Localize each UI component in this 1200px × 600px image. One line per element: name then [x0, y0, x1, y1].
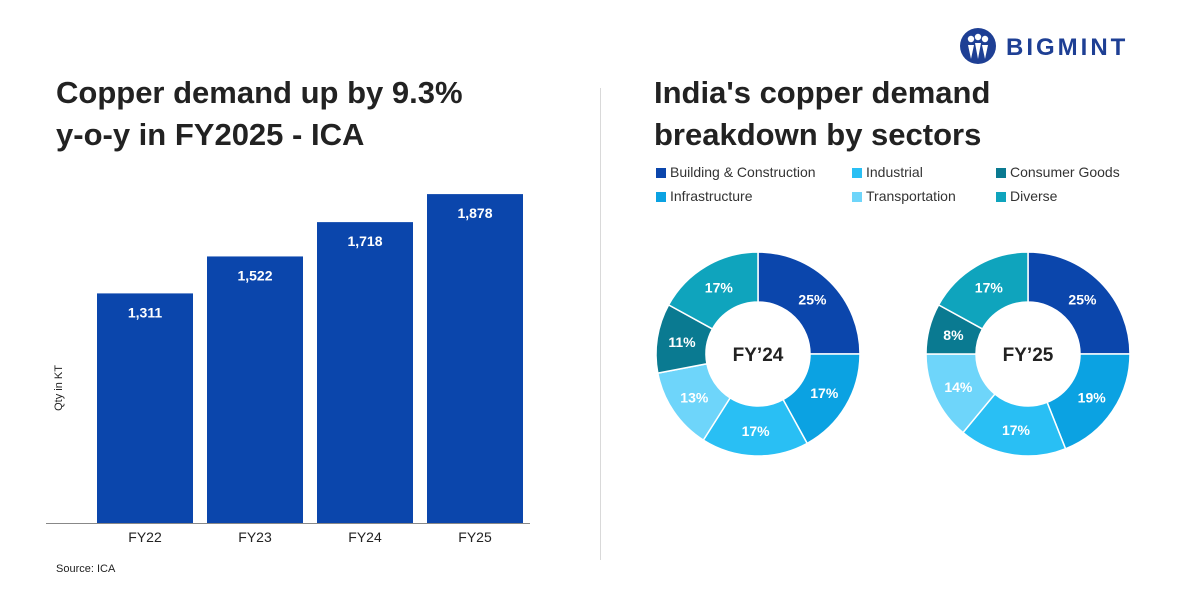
slice-value-label: 8% [943, 327, 964, 343]
bar-chart-title-line-1: Copper demand up by 9.3% [56, 75, 463, 110]
slice-value-label: 17% [975, 280, 1004, 296]
bar-value-label: 1,311 [128, 304, 162, 320]
slice-value-label: 25% [798, 292, 827, 308]
donut-center-label: FY’25 [1003, 345, 1054, 366]
donut-charts-title-line-2: breakdown by sectors [654, 117, 982, 152]
donut-center-label: FY’24 [733, 345, 784, 366]
legend-swatch [852, 192, 862, 202]
brand-logo-icon [960, 28, 996, 64]
legend-label: Diverse [1010, 188, 1058, 204]
legend-item: Transportation [852, 188, 956, 204]
x-tick-label: FY25 [458, 529, 492, 545]
x-tick-label: FY24 [348, 529, 382, 545]
donut-slice [937, 251, 1029, 330]
slice-value-label: 17% [705, 280, 734, 296]
bar-value-label: 1,522 [237, 267, 272, 283]
brand-logo: BIGMINT [958, 26, 1158, 66]
bar-chart-title-line-2: y-o-y in FY2025 - ICA [56, 117, 365, 152]
bar-fy23 [207, 256, 303, 523]
legend-swatch [996, 168, 1006, 178]
bar-value-label: 1,718 [347, 233, 382, 249]
donut-charts-title-line-1: India's copper demand [654, 75, 991, 110]
donut-charts-title: India's copper demand breakdown by secto… [654, 72, 990, 156]
bar-fy24 [317, 222, 413, 524]
slice-value-label: 25% [1068, 292, 1097, 308]
y-axis-label: Qty in KT [53, 365, 65, 411]
donut-slice [667, 251, 759, 330]
legend-swatch [996, 192, 1006, 202]
legend-item: Infrastructure [656, 188, 752, 204]
slice-value-label: 17% [1002, 422, 1031, 438]
x-tick-label: FY23 [238, 529, 272, 545]
legend-swatch [852, 168, 862, 178]
legend-item: Consumer Goods [996, 164, 1120, 180]
legend-item: Industrial [852, 164, 923, 180]
slice-value-label: 14% [944, 379, 973, 395]
slice-value-label: 17% [742, 423, 771, 439]
x-tick-label: FY22 [128, 529, 162, 545]
slice-value-label: 17% [810, 385, 839, 401]
slice-value-label: 19% [1078, 389, 1107, 405]
slice-value-label: 11% [668, 334, 696, 350]
donut-slice [757, 251, 861, 355]
bar-chart: 1,311 FY22 1,522 FY23 1,718 FY24 1,878 FY25 Qty … [46, 194, 530, 545]
legend-label: Infrastructure [670, 188, 753, 204]
legend-label: Consumer Goods [1010, 164, 1120, 180]
donut-slice [1027, 251, 1131, 355]
bar-fy25 [427, 194, 523, 523]
legend-swatch [656, 192, 666, 202]
legend-label: Building & Construction [670, 164, 816, 180]
bar-fy22 [97, 293, 193, 523]
sector-legend: Building & Construction Industrial Consume… [656, 162, 1156, 210]
legend-swatch [656, 168, 666, 178]
legend-label: Industrial [866, 164, 923, 180]
bar-value-label: 1,878 [457, 205, 492, 221]
legend-item: Diverse [996, 188, 1057, 204]
donut-chart-fy25: 25% 19% 17% 14% 8% 17% FY’25 [925, 251, 1131, 457]
slice-value-label: 13% [680, 389, 709, 405]
brand-name: BIGMINT [1006, 34, 1129, 61]
donut-chart-fy24: 25% 17% 17% 13% 11% 17% FY’24 [655, 251, 861, 457]
panel-divider [600, 88, 601, 560]
legend-label: Transportation [866, 188, 956, 204]
bar-chart-title: Copper demand up by 9.3% y-o-y in FY2025… [56, 72, 463, 156]
legend-item: Building & Construction [656, 164, 816, 180]
source-note: Source: ICA [56, 563, 116, 575]
